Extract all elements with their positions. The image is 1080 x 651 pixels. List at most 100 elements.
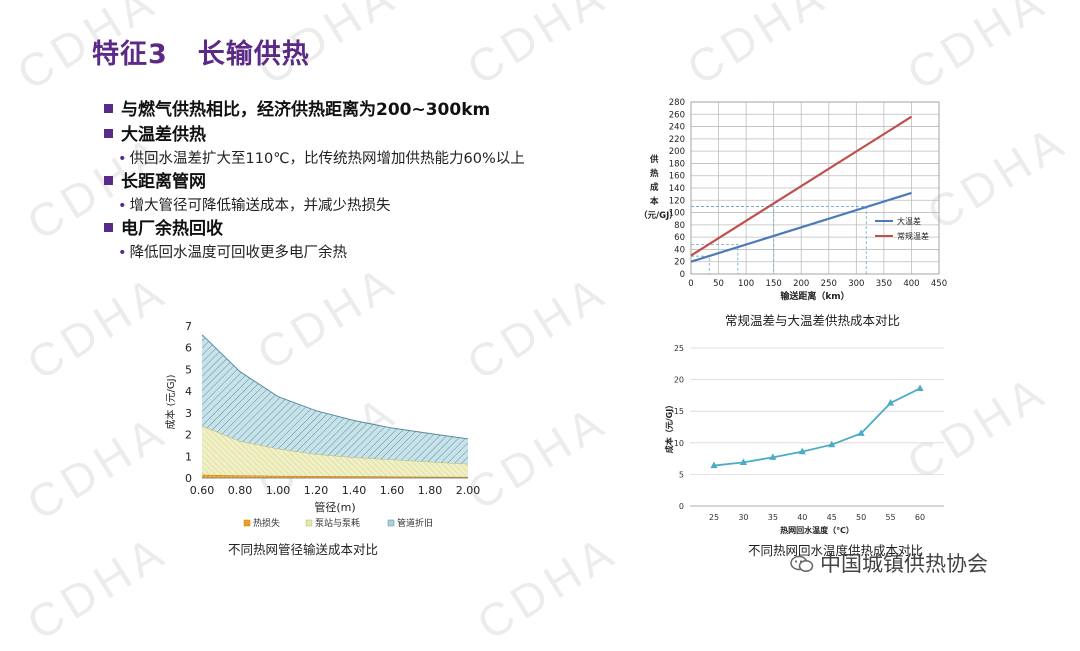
x-tick-label: 450 <box>931 279 947 289</box>
data-point-marker <box>916 384 924 392</box>
series-line-large-dt <box>690 191 912 263</box>
square-bullet-icon <box>104 176 113 185</box>
sub-bullet-item: • 供回水温差扩大至110℃，比传统热网增加供热能力60%以上 <box>104 148 644 170</box>
return-temp-chart-caption: 不同热网回水温度供热成本对比 <box>748 543 924 558</box>
legend-swatch <box>243 519 251 527</box>
area-pipe-depreciation-edge <box>201 334 469 440</box>
x-tick-label: 30 <box>738 513 748 522</box>
x-tick-label: 60 <box>915 513 925 522</box>
y-tick-label: 0 <box>679 502 684 511</box>
legend-swatch <box>387 519 395 527</box>
watermark: CDHA <box>17 404 177 530</box>
legend-label: 常规温差 <box>897 231 929 241</box>
square-bullet-icon <box>104 104 113 113</box>
x-tick-label: 150 <box>766 279 782 289</box>
footer-brand: 中国城镇供热协会 <box>790 548 988 578</box>
square-bullet-icon <box>104 223 113 232</box>
series-line <box>713 387 921 467</box>
distance-chart-caption: 常规温差与大温差供热成本对比 <box>725 313 901 328</box>
x-tick-label: 1.60 <box>380 484 405 497</box>
data-point-marker <box>886 398 895 406</box>
bullet-item: 与燃气供热相比，经济供热距离为200~300km <box>104 98 644 123</box>
y-tick-label: 40 <box>674 245 685 255</box>
x-tick-label: 1.00 <box>266 484 291 497</box>
y-tick-label: 6 <box>185 342 192 355</box>
x-tick-label: 200 <box>793 279 809 289</box>
y-tick-label: 220 <box>669 135 685 145</box>
title-text: 长输供热 <box>197 39 310 70</box>
footer-text: 中国城镇供热协会 <box>820 552 988 576</box>
x-axis-title: 输送距离（km） <box>780 290 849 302</box>
diameter-chart-caption: 不同热网管径输送成本对比 <box>228 542 379 557</box>
x-tick-label: 300 <box>848 279 864 289</box>
y-axis-title: 成本（元/GJ） <box>664 401 674 453</box>
data-point-marker <box>798 447 806 455</box>
legend-label: 泵站与泵耗 <box>315 517 360 529</box>
y-tick-label: 0 <box>185 472 192 485</box>
bullet-item: 大温差供热 <box>104 123 644 148</box>
y-tick-label: 10 <box>674 439 684 448</box>
bullet-text: 与燃气供热相比，经济供热距离为200~300km <box>121 100 491 120</box>
watermark: CDHA <box>457 0 617 95</box>
watermark: CDHA <box>897 0 1057 100</box>
x-tick-label: 0.60 <box>190 484 215 497</box>
y-tick-label: 1 <box>185 450 192 463</box>
x-tick-label: 0 <box>688 279 693 289</box>
dot-bullet-icon: • <box>118 245 127 261</box>
y-tick-label: 160 <box>669 172 685 182</box>
data-point-marker <box>828 440 836 448</box>
x-tick-label: 400 <box>903 279 919 289</box>
y-axis-title: 供 <box>649 154 659 165</box>
x-tick-label: 25 <box>709 513 719 522</box>
bullet-list: 与燃气供热相比，经济供热距离为200~300km 大温差供热 • 供回水温差扩大至… <box>104 98 644 264</box>
x-tick-label: 55 <box>885 513 895 522</box>
y-tick-label: 2 <box>185 429 192 442</box>
area-pipe-depreciation <box>202 334 468 464</box>
x-tick-label: 1.20 <box>304 484 329 497</box>
watermark: CDHA <box>677 0 837 95</box>
y-axis-title: 热 <box>650 168 659 179</box>
bullet-item: 长距离管网 <box>104 170 644 195</box>
y-tick-label: 20 <box>674 376 684 385</box>
y-tick-label: 260 <box>669 110 685 120</box>
data-point-marker <box>739 458 748 465</box>
area-pump-energy <box>202 425 468 477</box>
plot-frame <box>690 101 940 275</box>
y-tick-label: 280 <box>669 98 685 108</box>
x-tick-label: 40 <box>797 513 807 522</box>
x-tick-label: 50 <box>713 279 724 289</box>
y-tick-label: 240 <box>669 123 685 133</box>
x-tick-label: 100 <box>738 279 754 289</box>
y-tick-label: 15 <box>674 407 684 416</box>
legend-label: 管道折旧 <box>397 517 433 529</box>
data-point-marker <box>769 453 777 460</box>
x-tick-label: 35 <box>768 513 778 522</box>
x-axis-title: 管径(m) <box>314 500 355 514</box>
y-tick-label: 140 <box>669 184 685 194</box>
y-tick-label: 200 <box>669 147 685 157</box>
y-tick-label: 0 <box>680 270 685 280</box>
y-tick-label: 5 <box>679 470 684 479</box>
return-temp-cost-chart: 0 5 10 15 20 25 25 30 35 40 45 50 55 60 成本（元/GJ） 热网回水温度… <box>664 344 944 535</box>
y-tick-label: 80 <box>674 221 685 231</box>
x-tick-label: 1.80 <box>418 484 443 497</box>
watermark: CDHA <box>17 524 177 650</box>
y-tick-label: 60 <box>674 233 685 243</box>
y-tick-label: 7 <box>185 320 192 333</box>
watermark: CDHA <box>467 524 627 650</box>
page-title: 特征3 长输供热 <box>92 32 310 71</box>
x-tick-label: 0.80 <box>228 484 253 497</box>
y-axis-title: 成 <box>650 182 659 193</box>
legend-label: 大温差 <box>897 216 921 226</box>
diameter-cost-chart: 0 1 2 3 4 5 6 7 0.60 0.80 1.00 1.20 1.40 1.60 1.80 2.00… <box>164 320 480 529</box>
x-tick-label: 250 <box>821 279 837 289</box>
x-axis-title: 热网回水温度（℃） <box>780 525 854 535</box>
y-tick-label: 100 <box>669 209 685 219</box>
y-axis-title: 本 <box>650 196 659 207</box>
y-tick-label: 20 <box>674 258 685 268</box>
y-tick-label: 4 <box>185 385 192 398</box>
sub-bullet-text: 供回水温差扩大至110℃，比传统热网增加供热能力60%以上 <box>129 151 525 167</box>
wechat-icon <box>790 555 814 572</box>
sub-bullet-text: 增大管径可降低输送成本，并减少热损失 <box>129 198 391 214</box>
sub-bullet-item: • 降低回水温度可回收更多电厂余热 <box>104 242 644 264</box>
